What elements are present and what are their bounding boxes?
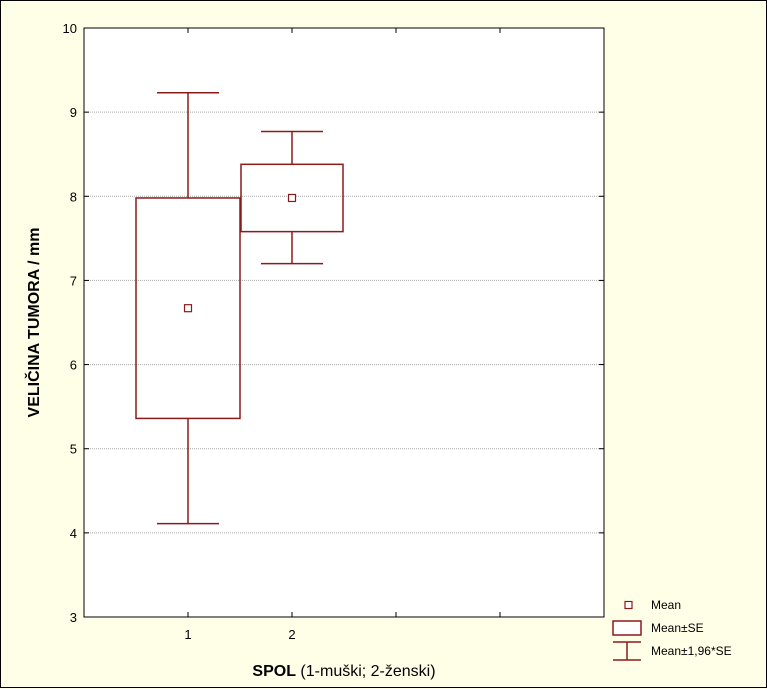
series-group-1 [135, 92, 241, 525]
x-tick-label: 1 [184, 627, 191, 642]
y-tick-label: 10 [63, 21, 77, 36]
legend-label: Mean±1,96*SE [651, 644, 732, 658]
legend: Mean Mean±SE Mean±1,96*SE [612, 598, 732, 661]
legend-se-symbol [612, 620, 642, 636]
legend-label: Mean±SE [651, 621, 704, 635]
x-axis-title-bold: SPOL [252, 663, 296, 680]
plot-border [83, 27, 605, 618]
y-tick-label: 9 [70, 105, 77, 120]
x-tick-label: 2 [288, 627, 295, 642]
series-group-2 [240, 130, 344, 265]
mean-marker [183, 304, 193, 313]
y-tick-label: 7 [70, 273, 77, 288]
plot-area [84, 28, 604, 617]
y-axis-title: VELIČINA TUMORA / mm [24, 228, 43, 418]
y-tick-label: 6 [70, 358, 77, 373]
y-tick-label: 4 [70, 526, 77, 541]
mean-marker [287, 193, 297, 203]
legend-label: Mean [651, 598, 681, 612]
x-axis-title-rest: (1-muški; 2-ženski) [296, 663, 436, 680]
y-tick-label: 8 [70, 189, 77, 204]
legend-mean-symbol [624, 600, 633, 610]
se-box [135, 197, 241, 420]
y-tick-label: 3 [70, 610, 77, 625]
se-box [240, 163, 344, 233]
y-tick-label: 5 [70, 442, 77, 457]
x-axis-title: SPOL (1-muški; 2-ženski) [252, 663, 435, 680]
